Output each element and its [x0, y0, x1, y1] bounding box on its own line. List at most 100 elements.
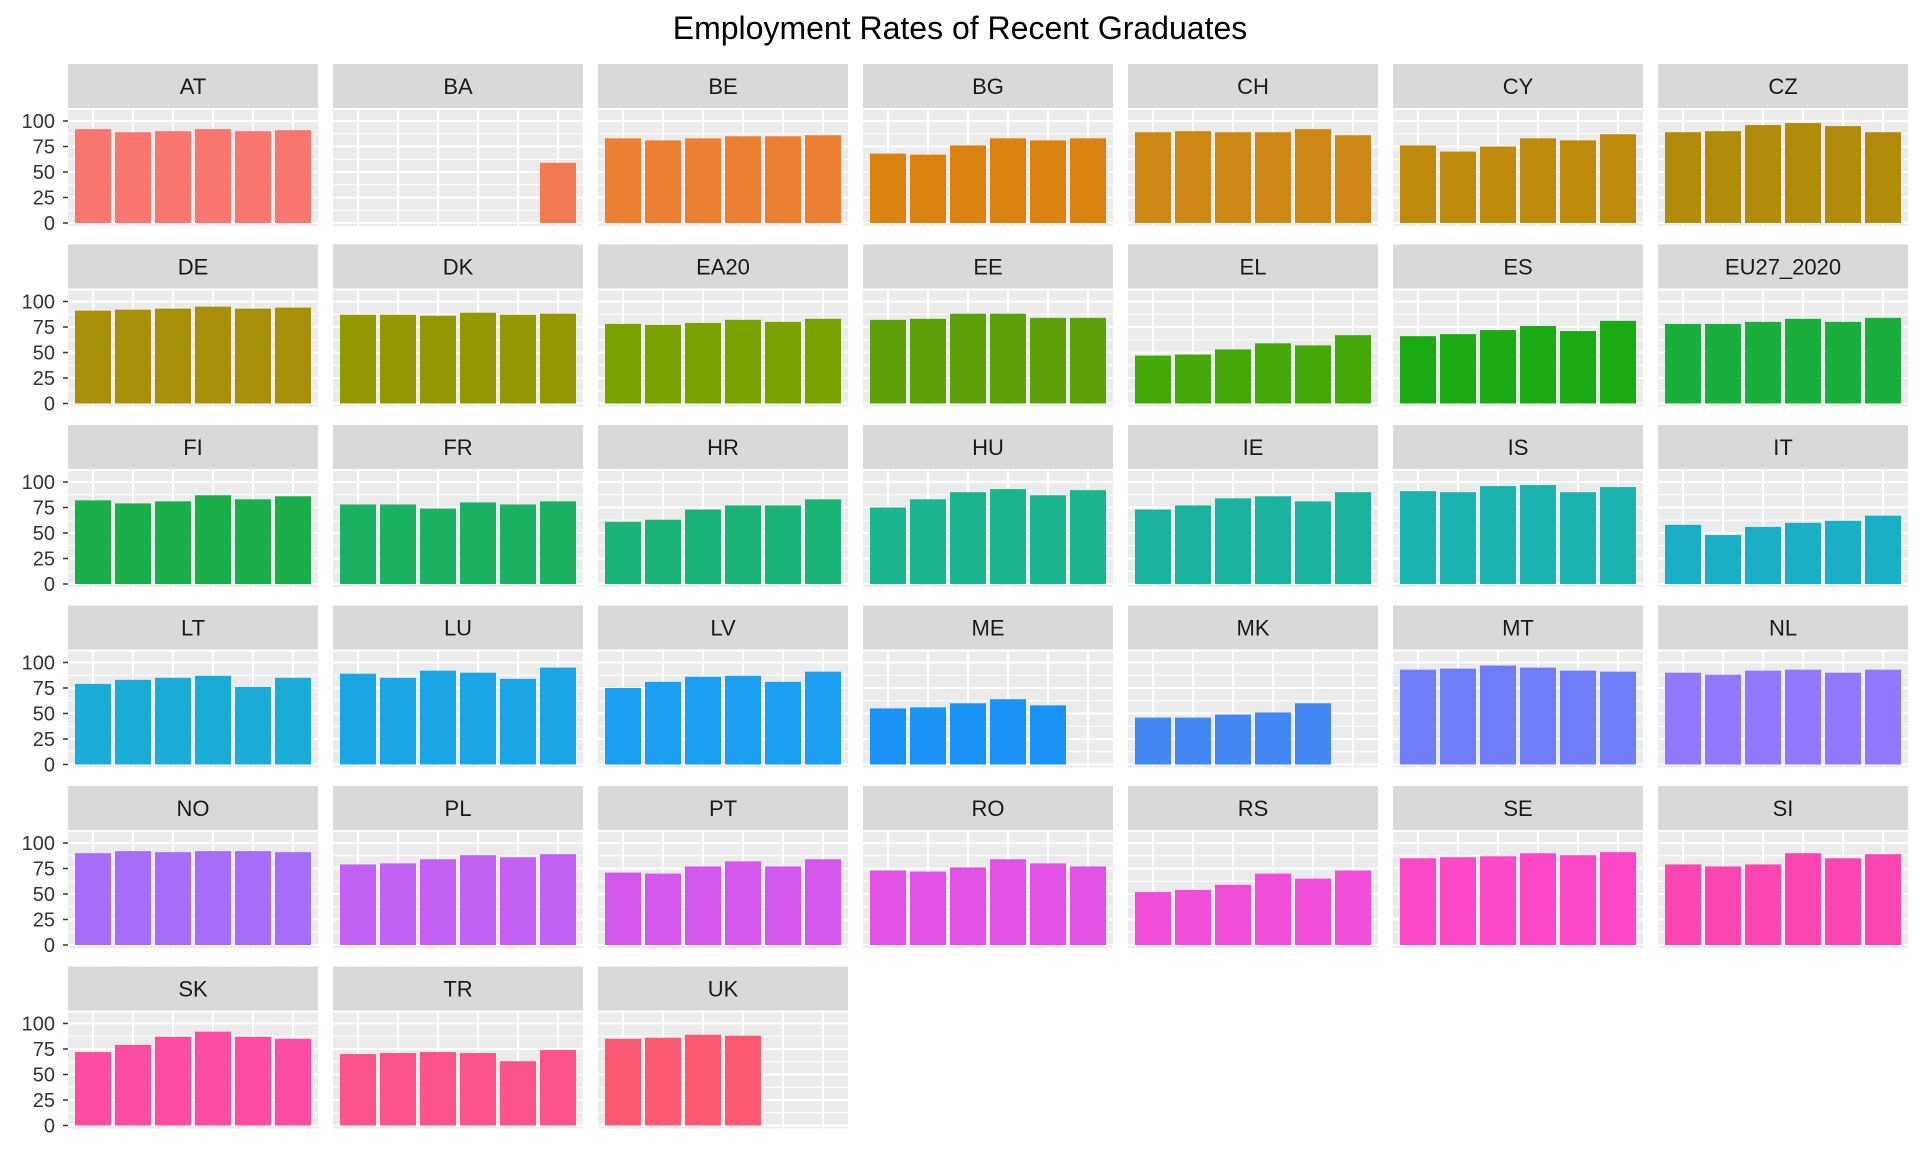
bar-bg-2: [910, 154, 946, 223]
bar-fr-5: [500, 504, 536, 584]
facet-strip-label: IE: [1243, 435, 1264, 460]
facet-strip: [598, 244, 848, 289]
bar-de-6: [275, 307, 311, 404]
y-tick-label: 100: [22, 292, 55, 314]
y-tick-label: 25: [33, 729, 55, 751]
bar-si-6: [1865, 854, 1901, 945]
bar-be-6: [805, 135, 841, 223]
bar-el-1: [1135, 355, 1171, 404]
bar-ch-2: [1175, 131, 1211, 223]
bar-ch-1: [1135, 132, 1171, 223]
bar-hu-1: [870, 507, 906, 584]
bar-at-3: [155, 131, 191, 223]
bar-de-1: [75, 310, 111, 404]
facet-strip: [863, 425, 1113, 469]
bar-fr-2: [380, 504, 416, 584]
bar-ro-6: [1070, 866, 1106, 945]
bar-eu27_2020-6: [1865, 317, 1901, 404]
facet-at: AT 0 25 50 75 100: [22, 64, 318, 235]
bar-lv-2: [645, 681, 681, 765]
facet-strip-label: NL: [1769, 616, 1797, 641]
bar-es-5: [1560, 331, 1596, 404]
bar-it-1: [1665, 524, 1701, 584]
bar-at-1: [75, 129, 111, 223]
facet-strip: [1393, 64, 1643, 108]
bar-ro-2: [910, 871, 946, 945]
bar-lv-6: [805, 671, 841, 765]
facet-strip: [863, 786, 1113, 830]
bar-rs-5: [1295, 878, 1331, 945]
bar-lt-2: [115, 679, 151, 765]
y-tick-label: 25: [33, 549, 55, 571]
bar-hu-4: [990, 489, 1026, 584]
facet-panels: AT 0 25 50 75 100 BA BE BG CH CY CZ DE 0 25 50 75 100 DK EA…: [22, 64, 1908, 1138]
bar-pl-4: [460, 855, 496, 945]
facet-eu27_2020: EU27_2020: [1658, 244, 1908, 407]
bar-mk-4: [1255, 712, 1291, 765]
facet-cy: CY: [1393, 64, 1643, 226]
bar-se-2: [1440, 857, 1476, 945]
facet-strip: [333, 605, 583, 650]
y-tick-label: 75: [33, 137, 55, 159]
facet-strip: [1128, 425, 1378, 469]
facet-strip-label: BG: [972, 74, 1004, 99]
facet-strip-label: FI: [183, 435, 203, 460]
bar-no-5: [235, 851, 271, 945]
bar-me-4: [990, 699, 1026, 765]
bar-no-4: [195, 851, 231, 945]
bar-ee-6: [1070, 317, 1106, 404]
bar-sk-6: [275, 1038, 311, 1126]
bar-hu-5: [1030, 495, 1066, 584]
bar-lt-4: [195, 675, 231, 765]
facet-strip-label: MT: [1502, 616, 1534, 641]
facet-ea20: EA20: [598, 244, 848, 407]
facet-strip-label: LU: [444, 616, 472, 641]
bar-pt-1: [605, 872, 641, 945]
bar-el-2: [1175, 354, 1211, 404]
facet-strip: [598, 966, 848, 1011]
bar-no-6: [275, 852, 311, 945]
bar-eu27_2020-3: [1745, 321, 1781, 404]
bar-ro-4: [990, 859, 1026, 945]
bar-ch-6: [1335, 135, 1371, 223]
y-tick-label: 100: [22, 653, 55, 675]
bar-si-5: [1825, 858, 1861, 945]
bar-eu27_2020-1: [1665, 323, 1701, 404]
bar-cy-2: [1440, 151, 1476, 223]
bar-ee-5: [1030, 317, 1066, 404]
bar-mt-4: [1520, 667, 1556, 765]
facet-strip-label: IS: [1508, 435, 1529, 460]
bar-pt-5: [765, 866, 801, 945]
y-tick-label: 100: [22, 111, 55, 133]
bar-lu-1: [340, 673, 376, 765]
facet-tr: TR: [333, 966, 583, 1129]
bar-fi-4: [195, 495, 231, 584]
facet-strip: [333, 966, 583, 1011]
y-tick-label: 25: [33, 1090, 55, 1112]
bar-fr-4: [460, 502, 496, 584]
bar-uk-3: [685, 1034, 721, 1126]
bar-ro-1: [870, 870, 906, 945]
bar-ea20-4: [725, 319, 761, 404]
bar-se-3: [1480, 856, 1516, 945]
bar-fi-3: [155, 501, 191, 584]
facet-pt: PT: [598, 786, 848, 948]
y-tick-label: 0: [44, 1116, 55, 1138]
bar-si-2: [1705, 866, 1741, 945]
facet-de: DE 0 25 50 75 100: [22, 244, 318, 416]
facet-cz: CZ: [1658, 64, 1908, 226]
bar-hu-6: [1070, 490, 1106, 584]
y-tick-label: 50: [33, 343, 55, 365]
facet-strip-label: LV: [710, 616, 736, 641]
facet-strip-label: ME: [972, 616, 1005, 641]
facet-strip: [1658, 605, 1908, 650]
y-tick-label: 100: [22, 1014, 55, 1036]
bar-lv-5: [765, 681, 801, 765]
bar-mt-1: [1400, 669, 1436, 765]
bar-rs-6: [1335, 870, 1371, 945]
bar-rs-3: [1215, 884, 1251, 945]
bar-de-2: [115, 309, 151, 404]
facet-strip: [1128, 244, 1378, 289]
